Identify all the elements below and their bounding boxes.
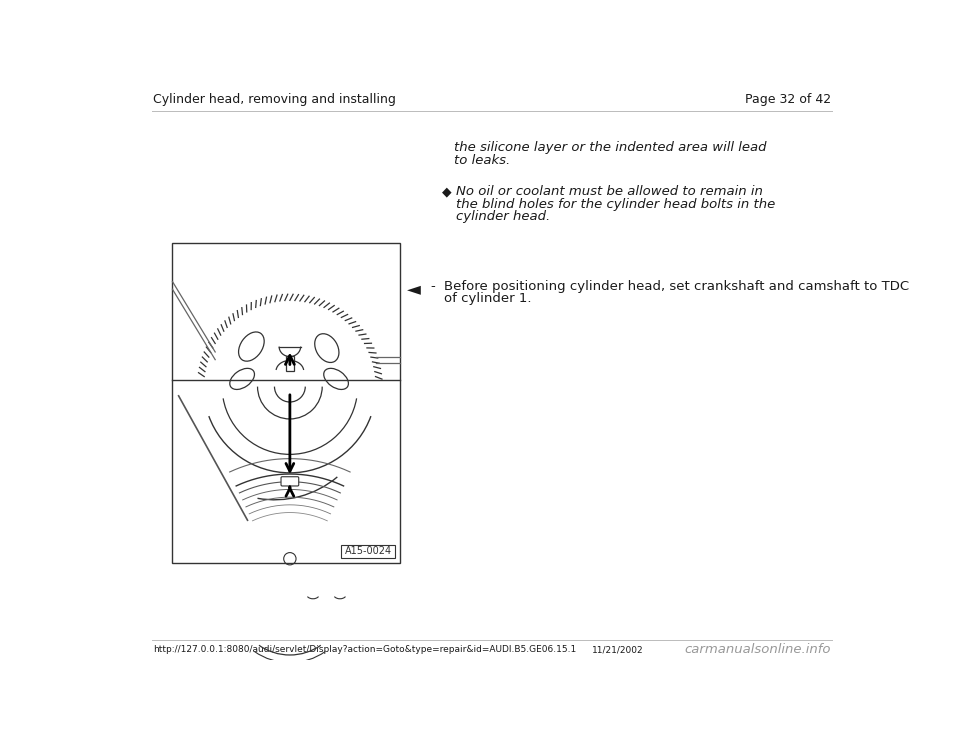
Text: ◆: ◆: [442, 186, 451, 198]
Text: the blind holes for the cylinder head bolts in the: the blind holes for the cylinder head bo…: [456, 197, 775, 211]
Text: Cylinder head, removing and installing: Cylinder head, removing and installing: [154, 93, 396, 106]
Text: to leaks.: to leaks.: [453, 154, 510, 167]
Text: Before positioning cylinder head, set crankshaft and camshaft to TDC: Before positioning cylinder head, set cr…: [444, 280, 909, 293]
Text: -: -: [430, 280, 435, 293]
Text: the silicone layer or the indented area will lead: the silicone layer or the indented area …: [453, 142, 766, 154]
FancyBboxPatch shape: [281, 477, 299, 486]
Text: ◄: ◄: [406, 280, 420, 298]
Bar: [286, 356, 294, 371]
Text: cylinder head.: cylinder head.: [456, 210, 550, 223]
Text: 11/21/2002: 11/21/2002: [592, 645, 644, 654]
Text: of cylinder 1.: of cylinder 1.: [444, 292, 532, 305]
Bar: [173, 243, 399, 562]
Text: Page 32 of 42: Page 32 of 42: [745, 93, 830, 106]
FancyBboxPatch shape: [341, 545, 395, 558]
Text: A15-0024: A15-0024: [345, 546, 392, 556]
Text: No oil or coolant must be allowed to remain in: No oil or coolant must be allowed to rem…: [456, 186, 762, 198]
Text: carmanualsonline.info: carmanualsonline.info: [684, 643, 830, 656]
Text: http://127.0.0.1:8080/audi/servlet/Display?action=Goto&type=repair&id=AUDI.B5.GE: http://127.0.0.1:8080/audi/servlet/Displ…: [154, 645, 576, 654]
